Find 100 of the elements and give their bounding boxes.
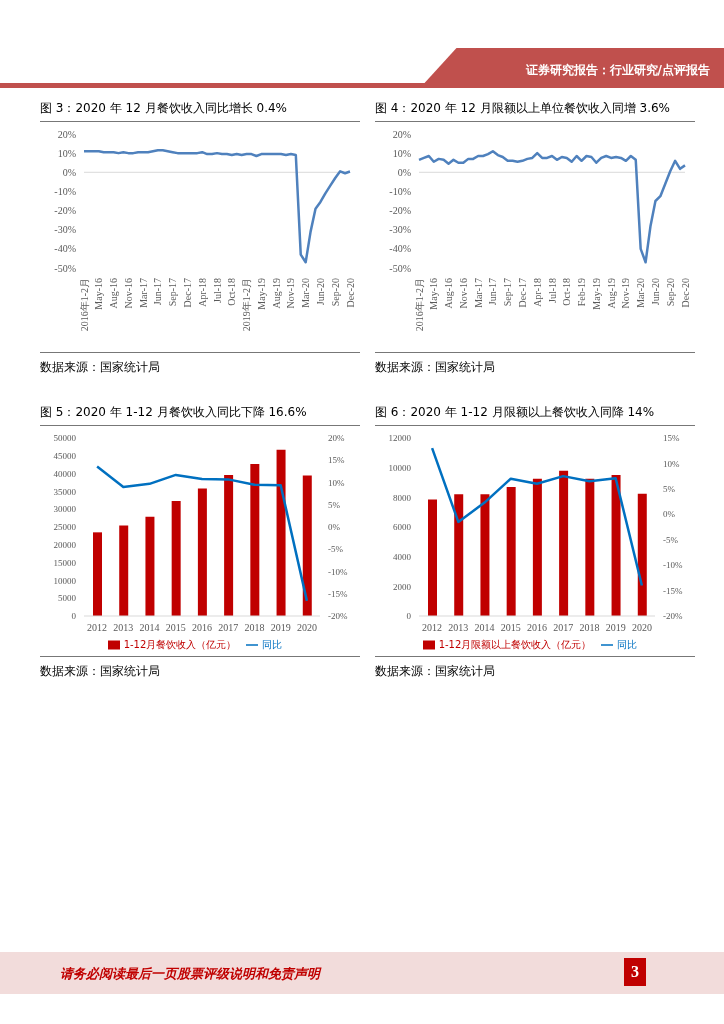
y-tick-label: -50% [54, 262, 76, 274]
y-tick-label: -10% [389, 185, 411, 197]
y-tick-label: 10000 [388, 462, 412, 473]
y-tick-label: 0 [406, 611, 412, 622]
bar [428, 499, 437, 616]
x-tick-label: 2015 [500, 622, 521, 634]
x-tick-label: 2017 [218, 622, 239, 634]
y2-tick-label: -5% [328, 544, 344, 555]
line-series [417, 149, 687, 264]
x-tick-label: 2014 [139, 622, 160, 634]
y-tick-label: 5000 [58, 593, 77, 604]
x-tick-label: Mar-17 [472, 278, 484, 308]
text: 3 [624, 958, 646, 986]
x-tick-label: 2016年1-2月 [413, 278, 425, 332]
y2-tick-label: 10% [663, 458, 680, 469]
y-tick-label: 50000 [53, 433, 77, 444]
bar [171, 501, 181, 616]
x-tick-label: 2012 [87, 622, 108, 634]
x-tick-label: 2020 [296, 622, 317, 634]
x-tick-label: Jun-17 [152, 278, 164, 306]
y-tick-label: -30% [389, 224, 411, 236]
x-tick-label: 2019年1-2月 [241, 278, 253, 332]
y-tick-label: 4000 [393, 551, 412, 562]
y2-tick-label: -5% [663, 534, 679, 545]
x-tick-label: Apr-18 [196, 278, 208, 307]
y-tick-label: 45000 [53, 450, 77, 461]
y2-tick-label: 10% [328, 477, 345, 488]
y-tick-label: 15000 [53, 557, 77, 568]
source-note: 数据来源：国家统计局 [375, 663, 496, 680]
y-tick-label: 20% [392, 128, 411, 140]
y-tick-label: -50% [389, 262, 411, 274]
y-tick-label: 8000 [393, 492, 412, 503]
bar [611, 475, 621, 616]
chart-title: 图 4：2020 年 12 月限额以上单位餐饮收入同增 3.6% [375, 100, 695, 122]
y-tick-label: -30% [54, 224, 76, 236]
bar [276, 449, 286, 616]
legend-label: 1-12月餐饮收入（亿元） [123, 639, 237, 650]
bar [559, 470, 569, 616]
y2-tick-label: 5% [663, 484, 676, 495]
y2-tick-label: -15% [328, 588, 348, 599]
x-tick-label: Dec-20 [344, 278, 356, 308]
x-tick-label: Nov-16 [122, 278, 134, 309]
x-tick-label: May-19 [590, 278, 602, 310]
y-tick-label: -10% [54, 185, 76, 197]
y-tick-label: 20000 [53, 539, 77, 550]
y-tick-label: 2000 [393, 581, 412, 592]
source-note: 数据来源：国家统计局 [375, 359, 496, 376]
x-tick-label: Jun-20 [649, 278, 661, 306]
text: 证券研究报告：行业研究/点评报告 [524, 62, 710, 79]
x-tick-label: Dec-20 [679, 278, 691, 308]
bar [506, 486, 516, 616]
x-tick-label: 2019 [605, 622, 626, 634]
y-tick-label: 10% [392, 147, 411, 159]
x-tick-label: Jul-18 [211, 278, 223, 303]
y2-tick-label: 15% [663, 433, 680, 444]
bar [454, 494, 464, 616]
x-tick-label: Mar-20 [635, 278, 647, 308]
x-tick-label: Jun-17 [487, 278, 499, 306]
y-tick-label: 35000 [53, 486, 77, 497]
x-tick-label: Feb-19 [576, 278, 588, 307]
y-tick-label: 30000 [53, 504, 77, 515]
legend-label: 同比 [617, 639, 638, 650]
x-tick-label: 2015 [165, 622, 186, 634]
y-tick-label: 25000 [53, 522, 77, 533]
y-tick-label: 40000 [53, 468, 77, 479]
x-tick-label: Sep-17 [167, 278, 179, 307]
x-tick-label: Aug-19 [605, 278, 617, 309]
x-tick-label: 2018 [244, 622, 265, 634]
x-tick-label: 2018 [579, 622, 600, 634]
x-tick-label: Oct-18 [226, 278, 238, 306]
x-tick-label: 2016年1-2月 [78, 278, 90, 332]
x-tick-label: Jul-18 [546, 278, 558, 303]
bar [585, 478, 595, 616]
bar [197, 488, 207, 616]
y-tick-label: 0 [71, 611, 77, 622]
x-tick-label: Sep-20 [329, 278, 341, 307]
source-note: 数据来源：国家统计局 [40, 663, 161, 680]
x-tick-label: Sep-17 [502, 278, 514, 307]
bar [250, 463, 260, 616]
x-tick-label: 2016 [192, 622, 212, 634]
y2-tick-label: -20% [663, 611, 683, 622]
bar [224, 475, 234, 616]
x-tick-label: Aug-16 [443, 278, 455, 309]
chart-title: 图 3：2020 年 12 月餐饮收入同比增长 0.4% [40, 100, 360, 122]
y2-tick-label: 0% [663, 509, 676, 520]
y-tick-label: 0% [397, 166, 411, 178]
x-tick-label: Sep-20 [664, 278, 676, 307]
y2-tick-label: -10% [663, 560, 683, 571]
y-tick-label: -20% [54, 205, 76, 217]
bar [637, 493, 647, 616]
x-tick-label: May-16 [428, 278, 440, 310]
bar [119, 525, 129, 616]
y-tick-label: 12000 [388, 433, 412, 444]
line-series [430, 446, 644, 587]
x-tick-label: 2017 [553, 622, 574, 634]
bar [480, 494, 490, 616]
line-series [82, 149, 352, 264]
x-tick-label: Aug-19 [270, 278, 282, 309]
x-tick-label: 2012 [422, 622, 443, 634]
y2-tick-label: 15% [328, 455, 345, 466]
